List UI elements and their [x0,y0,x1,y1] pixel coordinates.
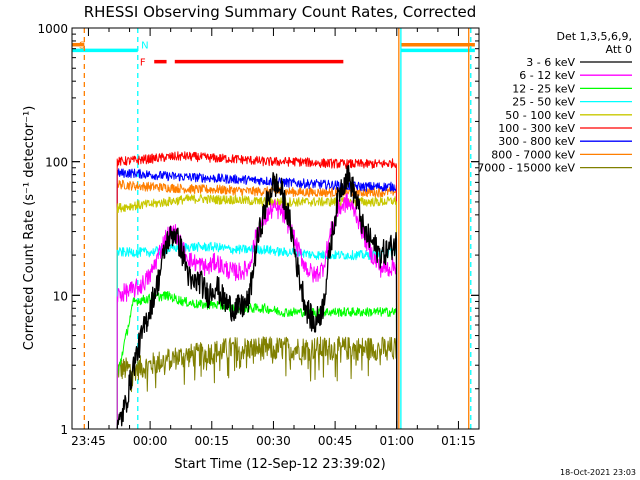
x-tick-label: 23:45 [71,434,106,448]
legend-entry: 3 - 6 keV [526,56,575,69]
series-line-2 [116,291,398,429]
y-tick-label: 1 [60,423,68,437]
flag-label-f: F [140,58,146,69]
legend-entry: 50 - 100 keV [505,109,575,122]
legend-entry: 6 - 12 keV [519,69,575,82]
series-line-5 [116,151,398,429]
flag-bars: S NF [72,40,475,69]
plot-frame [71,27,480,430]
x-tick-label: 01:15 [441,434,476,448]
y-axis-label: Corrected Count Rate (s⁻¹ detector⁻¹) [22,106,37,351]
series-lines [116,151,398,429]
y-tick-label: 100 [45,156,68,170]
x-axis-ticks: 23:45 00:00 00:15 00:30 00:45 01:00 01:15 [71,28,476,448]
x-tick-label: 00:30 [256,434,291,448]
y-axis-ticks: 1 10 100 1000 [37,22,479,437]
flag-label-s: S [79,41,85,52]
legend-entry: 800 - 7000 keV [491,148,575,161]
y-tick-label: 10 [53,289,68,303]
x-tick-label: 00:00 [133,434,168,448]
series-line-4 [116,194,398,429]
x-tick-label: 00:45 [318,434,353,448]
legend-header: Det 1,3,5,6,9, [556,30,632,43]
x-tick-label: 00:15 [194,434,229,448]
legend-entry: 300 - 800 keV [498,135,575,148]
y-tick-label: 1000 [37,22,68,36]
chart-title: RHESSI Observing Summary Count Rates, Co… [84,3,477,21]
legend-entry: 7000 - 15000 keV [477,162,575,175]
legend-entry: 12 - 25 keV [512,82,575,95]
flag-label-n: N [141,40,148,51]
series-line-8 [116,336,398,429]
legend-entry: 100 - 300 keV [498,122,575,135]
x-axis-label: Start Time (12-Sep-12 23:39:02) [174,457,385,472]
x-tick-label: 01:00 [379,434,414,448]
timestamp: 18-Oct-2021 23:03 [560,468,636,477]
legend-entry: 25 - 50 keV [512,96,575,109]
vertical-markers [83,28,472,429]
series-line-0 [116,164,398,429]
legend-header: Att 0 [606,43,632,56]
